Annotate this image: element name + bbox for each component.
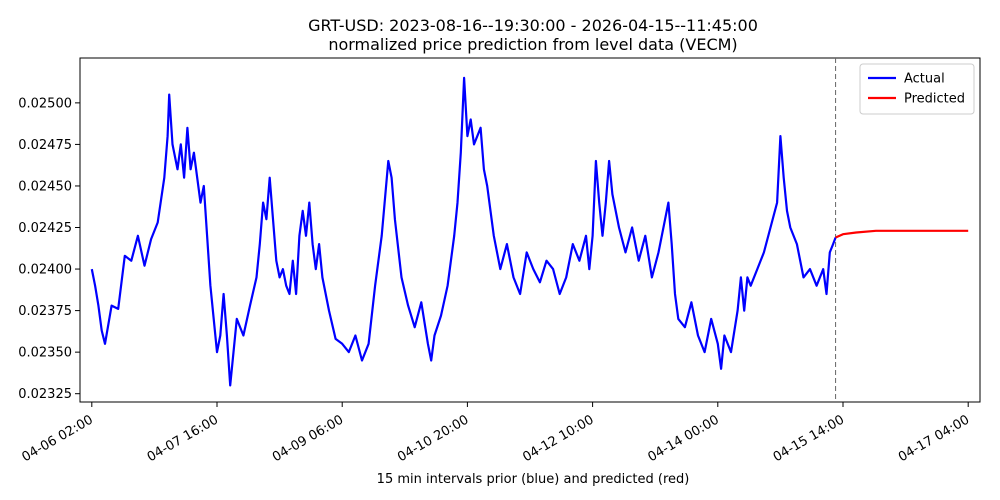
y-tick-label: 0.02325 [18, 387, 72, 402]
x-tick-label: 04-10 20:00 [395, 412, 471, 465]
y-tick-label: 0.02500 [18, 96, 72, 111]
y-tick-label: 0.02350 [18, 346, 72, 361]
x-tick-label: 04-15 14:00 [771, 412, 847, 465]
y-tick-label: 0.02425 [18, 221, 72, 236]
x-tick-label: 04-12 10:00 [520, 412, 596, 465]
series-line-actual [90, 76, 837, 387]
legend-box [859, 63, 975, 115]
legend-label: Predicted [904, 92, 965, 107]
y-tick-label: 0.02475 [18, 138, 72, 153]
x-tick-label: 04-06 02:00 [20, 412, 96, 465]
y-tick-label: 0.02400 [18, 263, 72, 278]
x-axis-label: 15 min intervals prior (blue) and predic… [377, 472, 690, 487]
series-line-predicted [835, 229, 969, 239]
x-tick-label: 04-17 04:00 [896, 412, 972, 465]
x-tick-label: 04-09 06:00 [270, 412, 346, 465]
chart-subtitle: normalized price prediction from level d… [328, 35, 737, 54]
y-tick-label: 0.02450 [18, 179, 72, 194]
plot-frame [79, 57, 981, 403]
x-tick-label: 04-14 00:00 [646, 412, 722, 465]
plot-area [79, 57, 981, 403]
y-tick-label: 0.02375 [18, 304, 72, 319]
legend: Actual Predicted [859, 63, 975, 115]
x-axis: 04-06 02:00 04-07 16:00 04-09 06:00 04-10 2… [20, 402, 972, 465]
chart-title: GRT-USD: 2023-08-16--19:30:00 - 2026-04-… [308, 16, 758, 35]
x-tick-label: 04-07 16:00 [145, 412, 221, 465]
y-axis: 0.02325 0.02350 0.02375 0.02400 0.02425 0.024… [18, 96, 80, 402]
legend-label: Actual [904, 72, 945, 87]
